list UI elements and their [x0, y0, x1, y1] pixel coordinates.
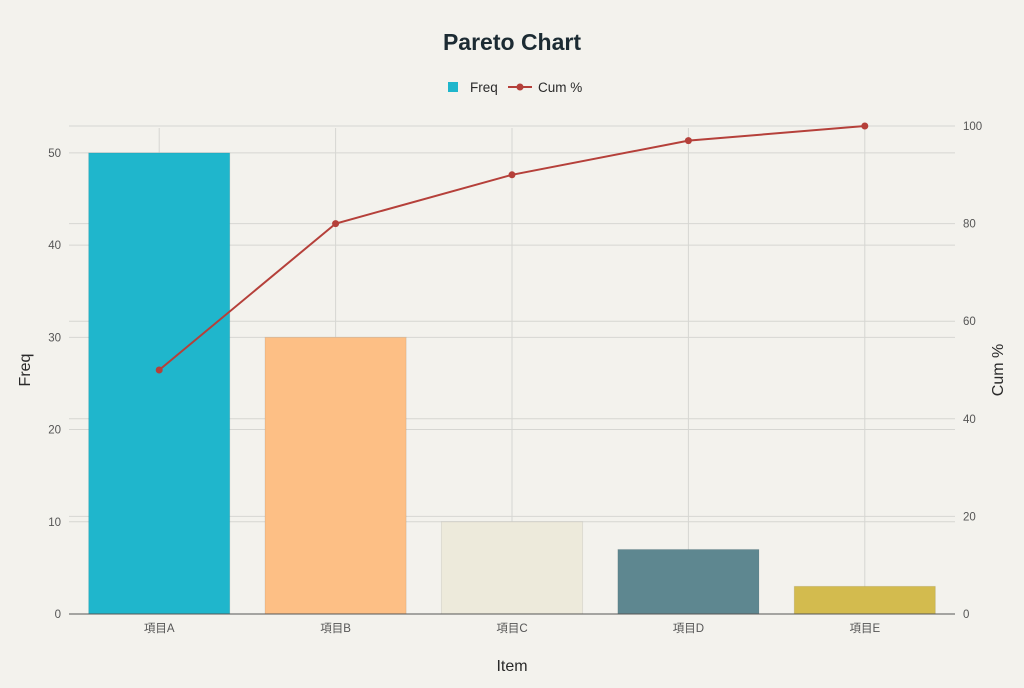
y2-tick-label: 40: [963, 414, 976, 426]
x-axis-title: Item: [496, 658, 527, 675]
legend-freq-label: Freq: [470, 80, 498, 95]
y-tick-label: 0: [55, 609, 61, 621]
bars-layer: [88, 152, 936, 615]
legend-freq-swatch: [448, 82, 458, 92]
cum-point: [861, 122, 869, 130]
chart-title: Pareto Chart: [443, 29, 581, 55]
x-tick-label: 項目C: [496, 622, 527, 635]
y2-axis-title: Cum %: [990, 344, 1007, 396]
y2-tick-label: 0: [963, 609, 969, 621]
bar: [617, 548, 760, 615]
bar: [264, 336, 407, 615]
x-tick-label: 項目B: [320, 622, 351, 635]
x-tick-label: 項目D: [673, 622, 704, 635]
bar: [793, 585, 936, 615]
x-tick-label: 項目E: [849, 622, 880, 635]
cum-point: [332, 220, 340, 228]
legend-cum-marker: [516, 83, 524, 91]
y2-tick-label: 100: [963, 121, 982, 133]
bar: [440, 521, 584, 615]
y2-tick-label: 80: [963, 219, 976, 231]
x-tick-label: 項目A: [144, 622, 175, 635]
y-axis-title: Freq: [17, 354, 34, 387]
y-tick-label: 10: [48, 517, 61, 529]
y-tick-label: 40: [48, 240, 61, 252]
cum-point: [155, 366, 163, 374]
y-tick-label: 30: [48, 332, 61, 344]
cum-line-layer: [155, 122, 869, 374]
legend-cum-label: Cum %: [538, 80, 582, 95]
cum-point: [684, 137, 692, 145]
y2-tick-label: 20: [963, 511, 976, 523]
legend: Freq Cum %: [448, 80, 582, 95]
bar: [88, 152, 231, 615]
cum-point: [508, 171, 516, 179]
y-tick-label: 50: [48, 148, 61, 160]
y-tick-label: 20: [48, 425, 61, 437]
axes-layer: 0 10 20 30 40 50 0 20 40 60 80 100 項目A 項目B 項目C 項目D 項目E: [48, 121, 982, 635]
y2-tick-label: 60: [963, 316, 976, 328]
